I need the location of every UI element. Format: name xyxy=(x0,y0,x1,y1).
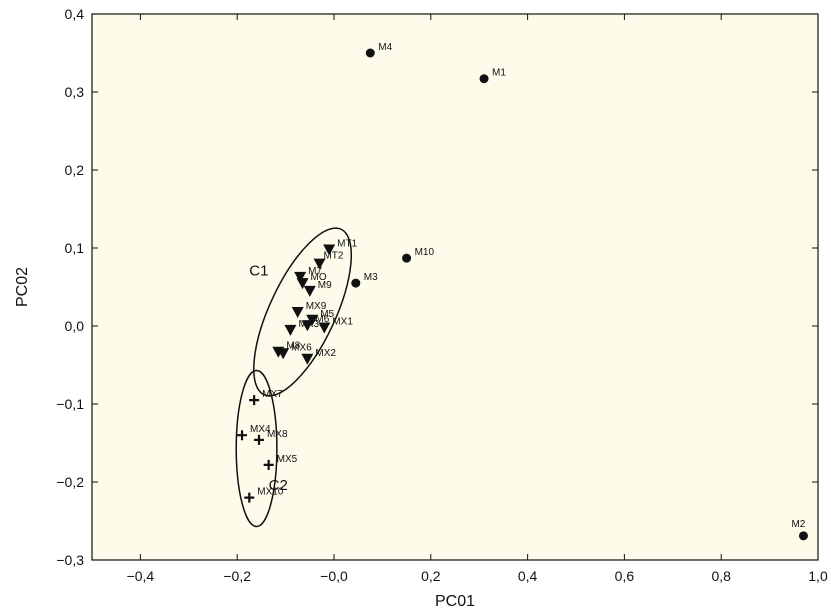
data-points xyxy=(237,48,808,541)
point-label-m1: M1 xyxy=(492,68,506,79)
axis-ticks: −0,4 −0,2 −0,0 0,2 0,4 0,6 0,8 1,0 −0,3 −0,2 −0,1 0… xyxy=(56,6,828,584)
x-tick-label: 0,8 xyxy=(711,568,731,584)
point-label-mx10: MX10 xyxy=(257,487,284,498)
point-mx6 xyxy=(277,348,290,360)
point-mx4 xyxy=(237,430,248,441)
point-mo xyxy=(296,278,309,290)
y-tick-label: 0,3 xyxy=(65,84,85,100)
point-m3 xyxy=(351,278,361,288)
y-tick-label: 0,2 xyxy=(65,162,85,178)
cluster-label-c1: C1 xyxy=(249,262,268,279)
point-label-m3: M3 xyxy=(364,272,378,283)
point-label-mx2: MX2 xyxy=(315,348,336,359)
x-axis-title: PC01 xyxy=(435,593,475,610)
point-mx8 xyxy=(253,434,264,445)
point-mx7 xyxy=(249,395,260,406)
y-tick-label: −0,3 xyxy=(56,552,84,568)
plot-frame xyxy=(91,13,819,561)
y-tick-label: 0,0 xyxy=(65,318,85,334)
x-tick-label: −0,4 xyxy=(127,568,155,584)
point-label-mx7: MX7 xyxy=(262,389,283,400)
point-label-mx4: MX4 xyxy=(250,424,271,435)
y-tick-label: 0,4 xyxy=(65,6,85,22)
point-label-mt2: MT2 xyxy=(323,251,343,262)
point-label-mt1: MT1 xyxy=(337,239,357,250)
point-label-mx9: MX9 xyxy=(306,301,327,312)
point-mx3 xyxy=(284,324,297,336)
point-label-mx3: MX3 xyxy=(298,319,319,330)
y-tick-label: −0,1 xyxy=(56,396,84,412)
point-label-mo: MO xyxy=(311,272,327,283)
x-tick-label: 0,2 xyxy=(421,568,441,584)
point-mx1 xyxy=(318,322,331,334)
point-label-mx6: MX6 xyxy=(291,342,312,353)
point-m1 xyxy=(479,74,489,84)
x-tick-label: 0,4 xyxy=(518,568,538,584)
point-label-m7: M7 xyxy=(308,266,322,277)
point-mt2 xyxy=(313,258,326,270)
point-label-mx1: MX1 xyxy=(332,317,353,328)
point-label-mx5: MX5 xyxy=(277,454,298,465)
point-label-m6: M6 xyxy=(315,314,329,325)
cluster-label-c2: C2 xyxy=(269,477,288,494)
point-label-m9: M9 xyxy=(318,280,332,291)
point-label-mx8: MX8 xyxy=(267,429,288,440)
x-tick-label: −0,0 xyxy=(320,568,348,584)
point-mx2 xyxy=(301,353,314,365)
point-m7 xyxy=(294,271,307,283)
point-m10 xyxy=(402,253,412,263)
point-label-m5: M5 xyxy=(320,309,334,320)
cluster-ellipse-c2 xyxy=(235,369,278,528)
plot-area xyxy=(92,14,818,560)
point-m4 xyxy=(365,48,375,58)
point-mx9 xyxy=(291,306,304,318)
point-m2 xyxy=(798,531,808,541)
x-tick-label: 1,0 xyxy=(808,568,828,584)
point-label-m2: M2 xyxy=(791,519,805,530)
x-tick-label: −0,2 xyxy=(223,568,251,584)
point-label-m10: M10 xyxy=(415,247,435,258)
x-tick-label: 0,6 xyxy=(615,568,635,584)
point-mx10 xyxy=(244,492,255,503)
point-m9 xyxy=(303,285,316,297)
y-axis-title: PC02 xyxy=(14,267,31,307)
point-label-m8: M8 xyxy=(286,341,300,352)
cluster-ellipses: C1 C2 xyxy=(235,227,353,528)
y-tick-label: 0,1 xyxy=(65,240,85,256)
point-mx5 xyxy=(263,459,274,470)
point-mt1 xyxy=(323,244,336,256)
point-label-m4: M4 xyxy=(378,42,392,53)
y-tick-label: −0,2 xyxy=(56,474,84,490)
cluster-ellipse-c1 xyxy=(253,227,353,397)
point-m6 xyxy=(301,320,314,332)
